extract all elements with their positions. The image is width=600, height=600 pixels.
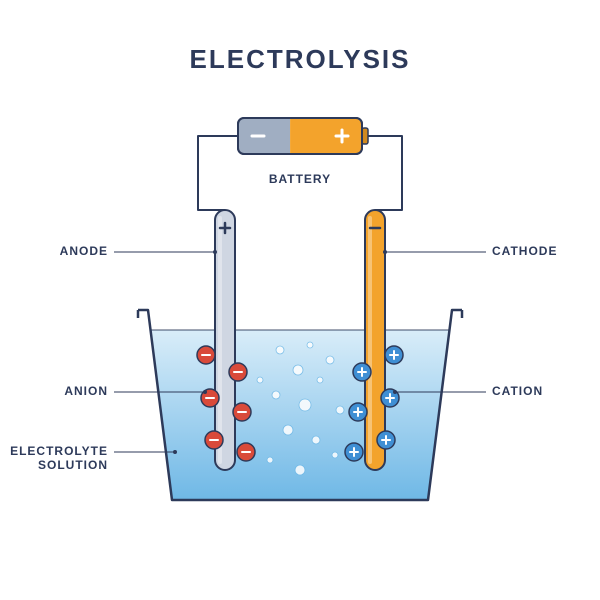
label-cation: CATION <box>492 384 543 398</box>
label-solution: ELECTROLYTE SOLUTION <box>10 444 108 472</box>
electrolysis-diagram: ELECTROLYSIS BATTERY ANODE CATHODE ANION… <box>0 0 600 600</box>
label-solution-line1: ELECTROLYTE <box>10 444 108 458</box>
diagram-svg <box>0 0 600 600</box>
label-battery: BATTERY <box>0 172 600 186</box>
label-anion: ANION <box>64 384 108 398</box>
label-cathode: CATHODE <box>492 244 557 258</box>
label-solution-line2: SOLUTION <box>38 458 108 472</box>
label-anode: ANODE <box>60 244 108 258</box>
